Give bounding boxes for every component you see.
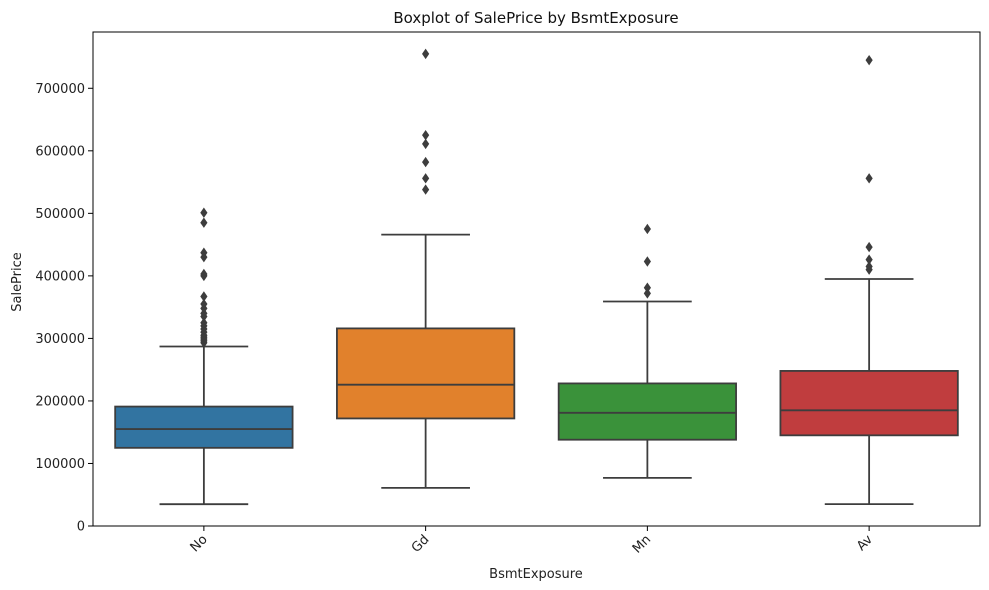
y-tick-label: 500000 [35,207,85,222]
outlier-point [865,54,873,66]
outlier-point [200,317,208,328]
box-gd [336,327,516,420]
outlier-point [422,48,430,60]
outlier-point [200,247,208,258]
outlier-point [422,138,430,150]
plot-area: 0 100000 200000 300000 400000 500000 600000 700… [35,31,981,557]
box-mn [557,382,737,441]
y-tick-label: 700000 [35,82,85,97]
outlier-point [200,291,208,302]
outlier-point [865,254,873,265]
y-tick-label: 300000 [35,332,85,347]
outlier-point [200,207,208,218]
plot-frame [92,31,981,527]
x-axis-label: BsmtExposure [489,567,583,582]
box-av [779,370,959,437]
outlier-point [422,173,430,184]
y-tick-label: 400000 [35,269,85,284]
box-no [114,405,294,449]
outlier-point [643,223,651,235]
y-tick-label: 200000 [35,394,85,409]
y-tick-label: 600000 [35,144,85,159]
outlier-point [200,217,208,228]
outlier-point [865,241,873,253]
outlier-point [865,261,873,272]
x-tick-label: Av [854,532,876,554]
y-tick-label: 100000 [35,457,85,472]
x-tick-label: Mn [630,532,654,556]
outlier-point [643,282,651,293]
outlier-point [422,184,430,195]
x-tick-label: Gd [409,532,433,556]
chart-title: Boxplot of SalePrice by BsmtExposure [393,9,678,27]
outlier-point [422,129,430,141]
outlier-point [865,173,873,184]
outlier-point [643,288,651,299]
outlier-point [643,256,651,267]
y-tick-label: 0 [77,520,85,535]
y-axis-label: SalePrice [10,252,25,312]
outlier-point [200,268,208,280]
x-tick-label: No [188,532,211,555]
outlier-point [422,156,430,168]
outlier-point [200,298,208,310]
